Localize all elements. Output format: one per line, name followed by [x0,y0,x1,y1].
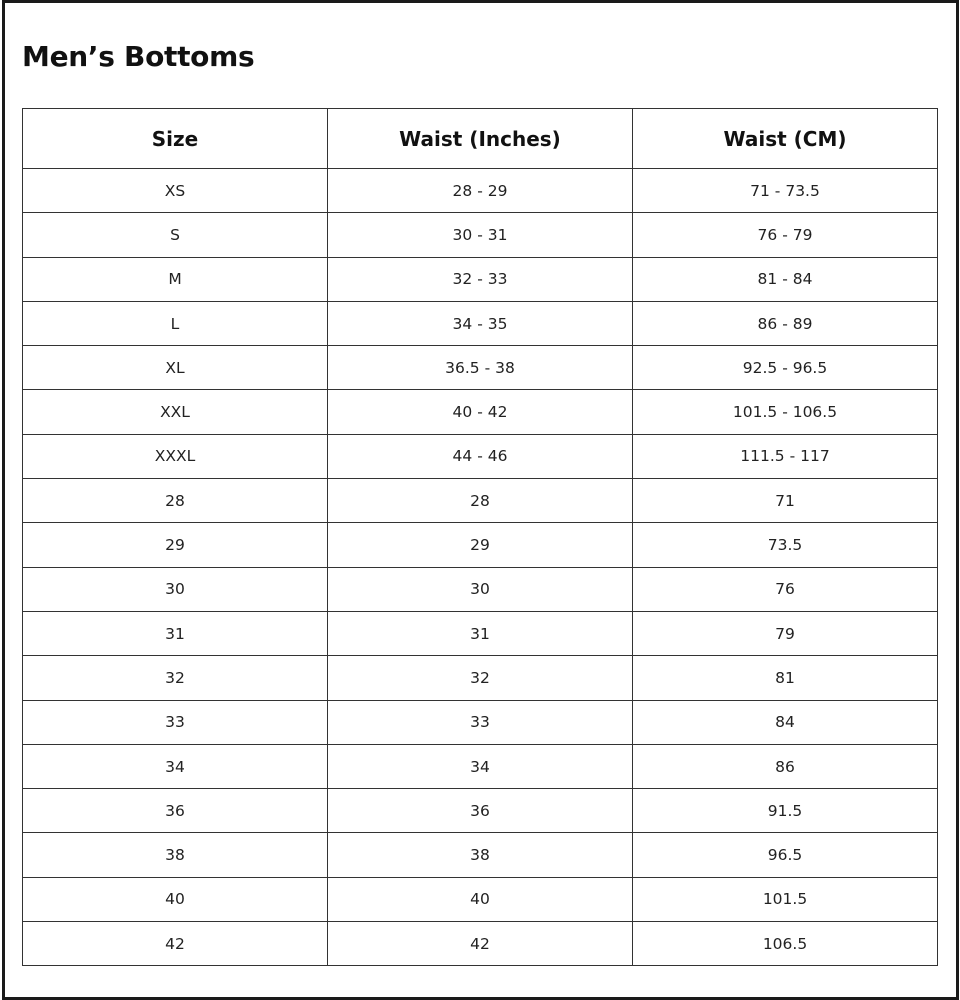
table-row: 42 42 106.5 [22,921,938,967]
cell-size: 40 [22,876,328,923]
cell-waist-inches: 36 [327,788,633,834]
cell-size: XXL [22,389,328,435]
cell-waist-cm: 84 [632,699,938,745]
cell-waist-cm: 101.5 [632,876,938,923]
cell-waist-cm: 86 [632,743,938,790]
table-row: 40 40 101.5 [22,876,938,923]
column-header-waist-inches: Waist (Inches) [327,108,633,169]
cell-size: XXXL [22,433,328,480]
table-row: 33 33 84 [22,699,938,745]
table-row: 34 34 86 [22,743,938,790]
cell-size: 38 [22,832,328,878]
cell-size: 34 [22,743,328,790]
cell-size: 33 [22,699,328,745]
cell-size: 32 [22,655,328,701]
table-header-row: Size Waist (Inches) Waist (CM) [22,108,938,169]
cell-waist-inches: 32 - 33 [327,256,633,302]
cell-waist-cm: 81 [632,655,938,701]
table-row: 31 31 79 [22,610,938,657]
cell-size: 29 [22,522,328,568]
table-row: M 32 - 33 81 - 84 [22,256,938,302]
table-row: XXL 40 - 42 101.5 - 106.5 [22,389,938,435]
cell-size: M [22,256,328,302]
cell-waist-cm: 106.5 [632,921,938,967]
cell-waist-inches: 29 [327,522,633,568]
table-row: S 30 - 31 76 - 79 [22,212,938,258]
table-row: XS 28 - 29 71 - 73.5 [22,167,938,214]
cell-waist-inches: 40 - 42 [327,389,633,435]
cell-waist-cm: 73.5 [632,522,938,568]
cell-size: L [22,300,328,347]
table-row: 30 30 76 [22,566,938,612]
cell-waist-cm: 76 [632,566,938,612]
cell-waist-inches: 30 - 31 [327,212,633,258]
cell-waist-cm: 76 - 79 [632,212,938,258]
table-row: L 34 - 35 86 - 89 [22,300,938,347]
table-row: 38 38 96.5 [22,832,938,878]
cell-waist-inches: 30 [327,566,633,612]
cell-size: S [22,212,328,258]
cell-size: XL [22,345,328,391]
cell-waist-cm: 92.5 - 96.5 [632,345,938,391]
table-row: XL 36.5 - 38 92.5 - 96.5 [22,345,938,391]
cell-waist-inches: 36.5 - 38 [327,345,633,391]
page-title: Men’s Bottoms [22,40,255,73]
cell-waist-cm: 101.5 - 106.5 [632,389,938,435]
cell-waist-inches: 40 [327,876,633,923]
table-row: 28 28 71 [22,478,938,524]
cell-waist-inches: 28 - 29 [327,167,633,214]
cell-size: 30 [22,566,328,612]
cell-waist-cm: 96.5 [632,832,938,878]
cell-waist-inches: 28 [327,478,633,524]
table-row: 36 36 91.5 [22,788,938,834]
table-row: XXXL 44 - 46 111.5 - 117 [22,433,938,480]
cell-size: 36 [22,788,328,834]
cell-waist-cm: 81 - 84 [632,256,938,302]
cell-waist-cm: 71 [632,478,938,524]
column-header-size: Size [22,108,328,169]
cell-waist-cm: 91.5 [632,788,938,834]
cell-waist-inches: 31 [327,610,633,657]
cell-size: 31 [22,610,328,657]
cell-size: 28 [22,478,328,524]
table-row: 32 32 81 [22,655,938,701]
cell-waist-cm: 111.5 - 117 [632,433,938,480]
cell-size: 42 [22,921,328,967]
cell-waist-inches: 34 - 35 [327,300,633,347]
size-chart-table: Size Waist (Inches) Waist (CM) XS 28 - 29… [22,108,938,967]
cell-waist-inches: 38 [327,832,633,878]
cell-waist-inches: 32 [327,655,633,701]
cell-waist-inches: 34 [327,743,633,790]
column-header-waist-cm: Waist (CM) [632,108,938,169]
table-row: 29 29 73.5 [22,522,938,568]
cell-waist-inches: 42 [327,921,633,967]
cell-waist-inches: 44 - 46 [327,433,633,480]
cell-size: XS [22,167,328,214]
cell-waist-cm: 79 [632,610,938,657]
cell-waist-inches: 33 [327,699,633,745]
cell-waist-cm: 71 - 73.5 [632,167,938,214]
cell-waist-cm: 86 - 89 [632,300,938,347]
